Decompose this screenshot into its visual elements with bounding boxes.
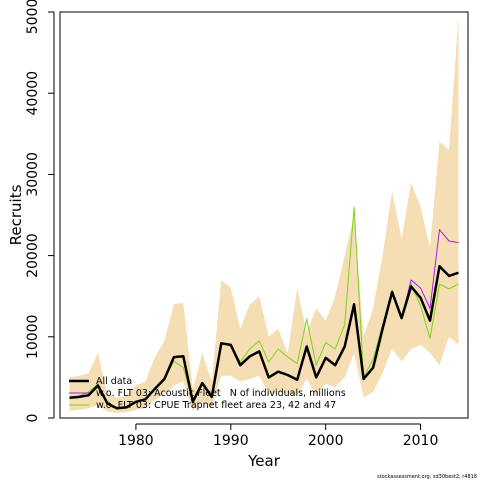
x-axis-title: Year (247, 452, 281, 470)
legend-label-acoustic: w.o. FLT 03: Acoustic Fleet N of individ… (96, 388, 346, 399)
series-lines-layer (69, 206, 459, 410)
x-tick-label: 1990 (213, 433, 249, 449)
series-line-all-data (69, 264, 459, 410)
legend-label-all-data: All data (96, 376, 132, 387)
footnote: stockassessment.org, sd30best2, r4818 (377, 474, 477, 480)
x-axis: 1980 1990 2000 2010 (118, 423, 439, 449)
y-tick-label: 0 (25, 414, 41, 423)
plot-frame (59, 11, 469, 419)
y-tick-label: 20000 (25, 233, 41, 278)
confidence-band-layer (69, 16, 459, 414)
legend: All data w.o. FLT 03: Acoustic Fleet N o… (69, 376, 346, 411)
y-tick-label: 50000 (25, 0, 41, 34)
y-axis-title: Recruits (7, 184, 25, 245)
y-axis: 0 10000 20000 30000 40000 50000 (25, 0, 55, 423)
confidence-band (69, 16, 459, 414)
y-tick-label: 10000 (25, 315, 41, 360)
y-tick-label: 40000 (25, 71, 41, 116)
y-tick-label: 30000 (25, 152, 41, 197)
x-tick-label: 1980 (118, 433, 154, 449)
x-tick-label: 2000 (308, 433, 344, 449)
x-tick-label: 2010 (403, 433, 439, 449)
legend-label-cpue: w.o. FLT 03: CPUE Trapnet fleet area 23,… (96, 400, 336, 411)
